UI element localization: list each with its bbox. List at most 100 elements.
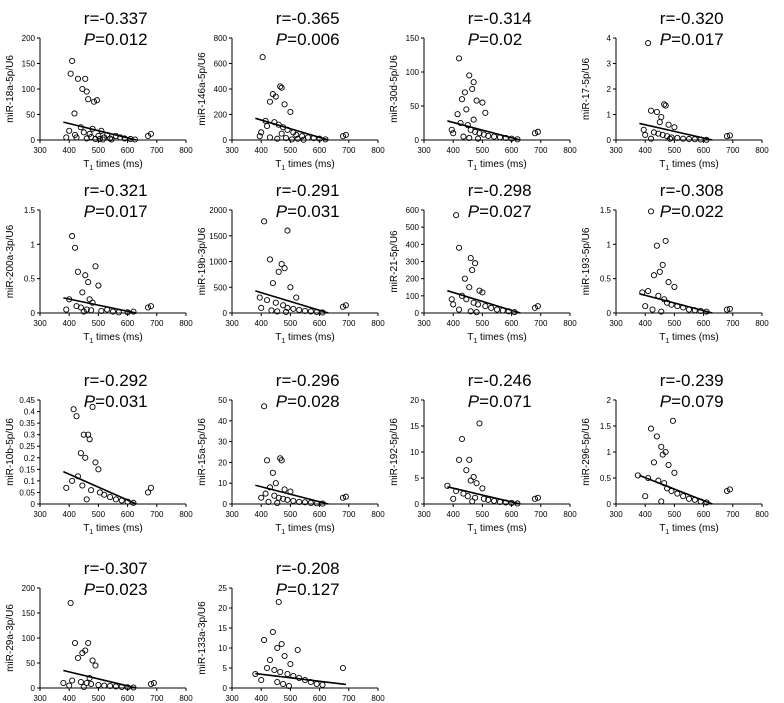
data-point (272, 299, 279, 306)
data-point (266, 256, 274, 263)
x-tick-label: 300 (33, 146, 47, 155)
trend-line (639, 292, 713, 314)
data-point (476, 287, 483, 294)
p-value: P=0.027 (468, 202, 532, 221)
chart-panel: 0 5 10 15 20 300 400 500 600 700 800 T1 times (ms) m… (389, 371, 577, 536)
data-point (272, 480, 279, 487)
y-tick-label: 100 (22, 85, 36, 94)
data-point (658, 443, 665, 450)
data-point (726, 132, 733, 139)
data-point (281, 486, 288, 493)
data-point (466, 284, 473, 291)
data-point (278, 84, 285, 91)
data-point (491, 497, 498, 504)
data-point (531, 304, 539, 311)
r-value: r=-0.365 (276, 9, 340, 28)
chart-panel: 0 50 100 150 300 400 500 600 700 800 T1 times (ms)… (389, 9, 577, 172)
data-point (668, 301, 675, 308)
data-point (284, 126, 291, 133)
data-point (508, 135, 515, 142)
data-point (101, 682, 108, 689)
r-value: r=-0.314 (468, 9, 532, 28)
x-tick-label: 800 (755, 146, 769, 155)
r-value: r=-0.307 (84, 559, 148, 578)
y-tick-label: 5 (415, 474, 420, 483)
y-tick-label: 500 (406, 223, 420, 232)
data-point (269, 628, 276, 636)
x-axis-label: T1 times (ms) (83, 332, 142, 345)
data-point (82, 647, 89, 654)
data-point (118, 683, 125, 691)
data-point (649, 306, 656, 313)
y-tick-label: 0 (223, 684, 228, 693)
data-point (645, 40, 652, 47)
trend-line (63, 297, 137, 314)
data-point (85, 279, 92, 286)
data-point (85, 639, 92, 647)
x-tick-label: 800 (371, 694, 385, 703)
y-tick-label: 0 (31, 136, 36, 145)
p-value: P=0.02 (468, 30, 522, 49)
p-value: P=0.071 (468, 392, 532, 411)
data-point (147, 303, 155, 310)
data-point (697, 307, 704, 314)
y-tick-label: 300 (406, 258, 420, 267)
x-tick-label: 800 (563, 510, 577, 519)
data-point (147, 130, 155, 137)
y-axis-label: miR-200a-3p/U6 (5, 224, 16, 298)
data-point (472, 260, 479, 267)
y-tick-label: 200 (214, 111, 228, 120)
data-point (485, 132, 492, 139)
y-tick-label: 0.2 (24, 454, 36, 463)
data-point (67, 70, 74, 77)
data-point (144, 304, 152, 311)
data-point (287, 108, 294, 115)
data-point (674, 490, 681, 497)
data-point (86, 674, 93, 682)
data-point (69, 677, 76, 684)
x-tick-label: 500 (668, 510, 682, 519)
data-point (83, 496, 90, 503)
data-point (95, 466, 102, 473)
data-point (662, 237, 669, 244)
data-point (463, 106, 470, 113)
x-tick-label: 700 (534, 510, 548, 519)
y-tick-label: 50 (218, 396, 227, 405)
data-point (448, 126, 455, 133)
data-point (674, 134, 681, 142)
data-point (261, 636, 268, 644)
x-tick-label: 500 (668, 146, 682, 155)
data-point (645, 287, 652, 295)
data-point (453, 212, 460, 219)
y-tick-label: 1500 (209, 232, 227, 241)
data-point (86, 296, 93, 303)
data-point (473, 480, 480, 487)
data-point (274, 644, 281, 652)
data-point (659, 261, 666, 268)
y-axis-label: miR-29a-3p/U6 (5, 604, 16, 672)
x-tick-label: 500 (284, 319, 298, 328)
chart-panel: 0 0.5 1 1.5 2 300 400 500 600 700 800 T1 times (ms)… (581, 371, 769, 536)
trend-line (639, 122, 713, 141)
data-point (274, 678, 281, 686)
y-tick-label: 20 (218, 458, 227, 467)
x-tick-label: 400 (447, 146, 461, 155)
data-point (514, 500, 521, 507)
data-point (339, 664, 347, 672)
trend-line (63, 669, 137, 689)
x-tick-label: 500 (92, 319, 106, 328)
data-point (499, 307, 506, 314)
data-point (107, 135, 114, 142)
data-point (77, 304, 84, 311)
data-point (642, 303, 649, 310)
data-point (73, 303, 80, 310)
x-tick-label: 400 (255, 146, 269, 155)
data-point (278, 640, 285, 648)
data-point (488, 304, 495, 311)
data-point (496, 134, 503, 141)
data-point (269, 280, 276, 287)
data-point (458, 292, 466, 299)
y-axis-label: miR-10b-5p/U6 (5, 418, 16, 486)
data-point (671, 469, 678, 476)
y-tick-label: 400 (406, 240, 420, 249)
